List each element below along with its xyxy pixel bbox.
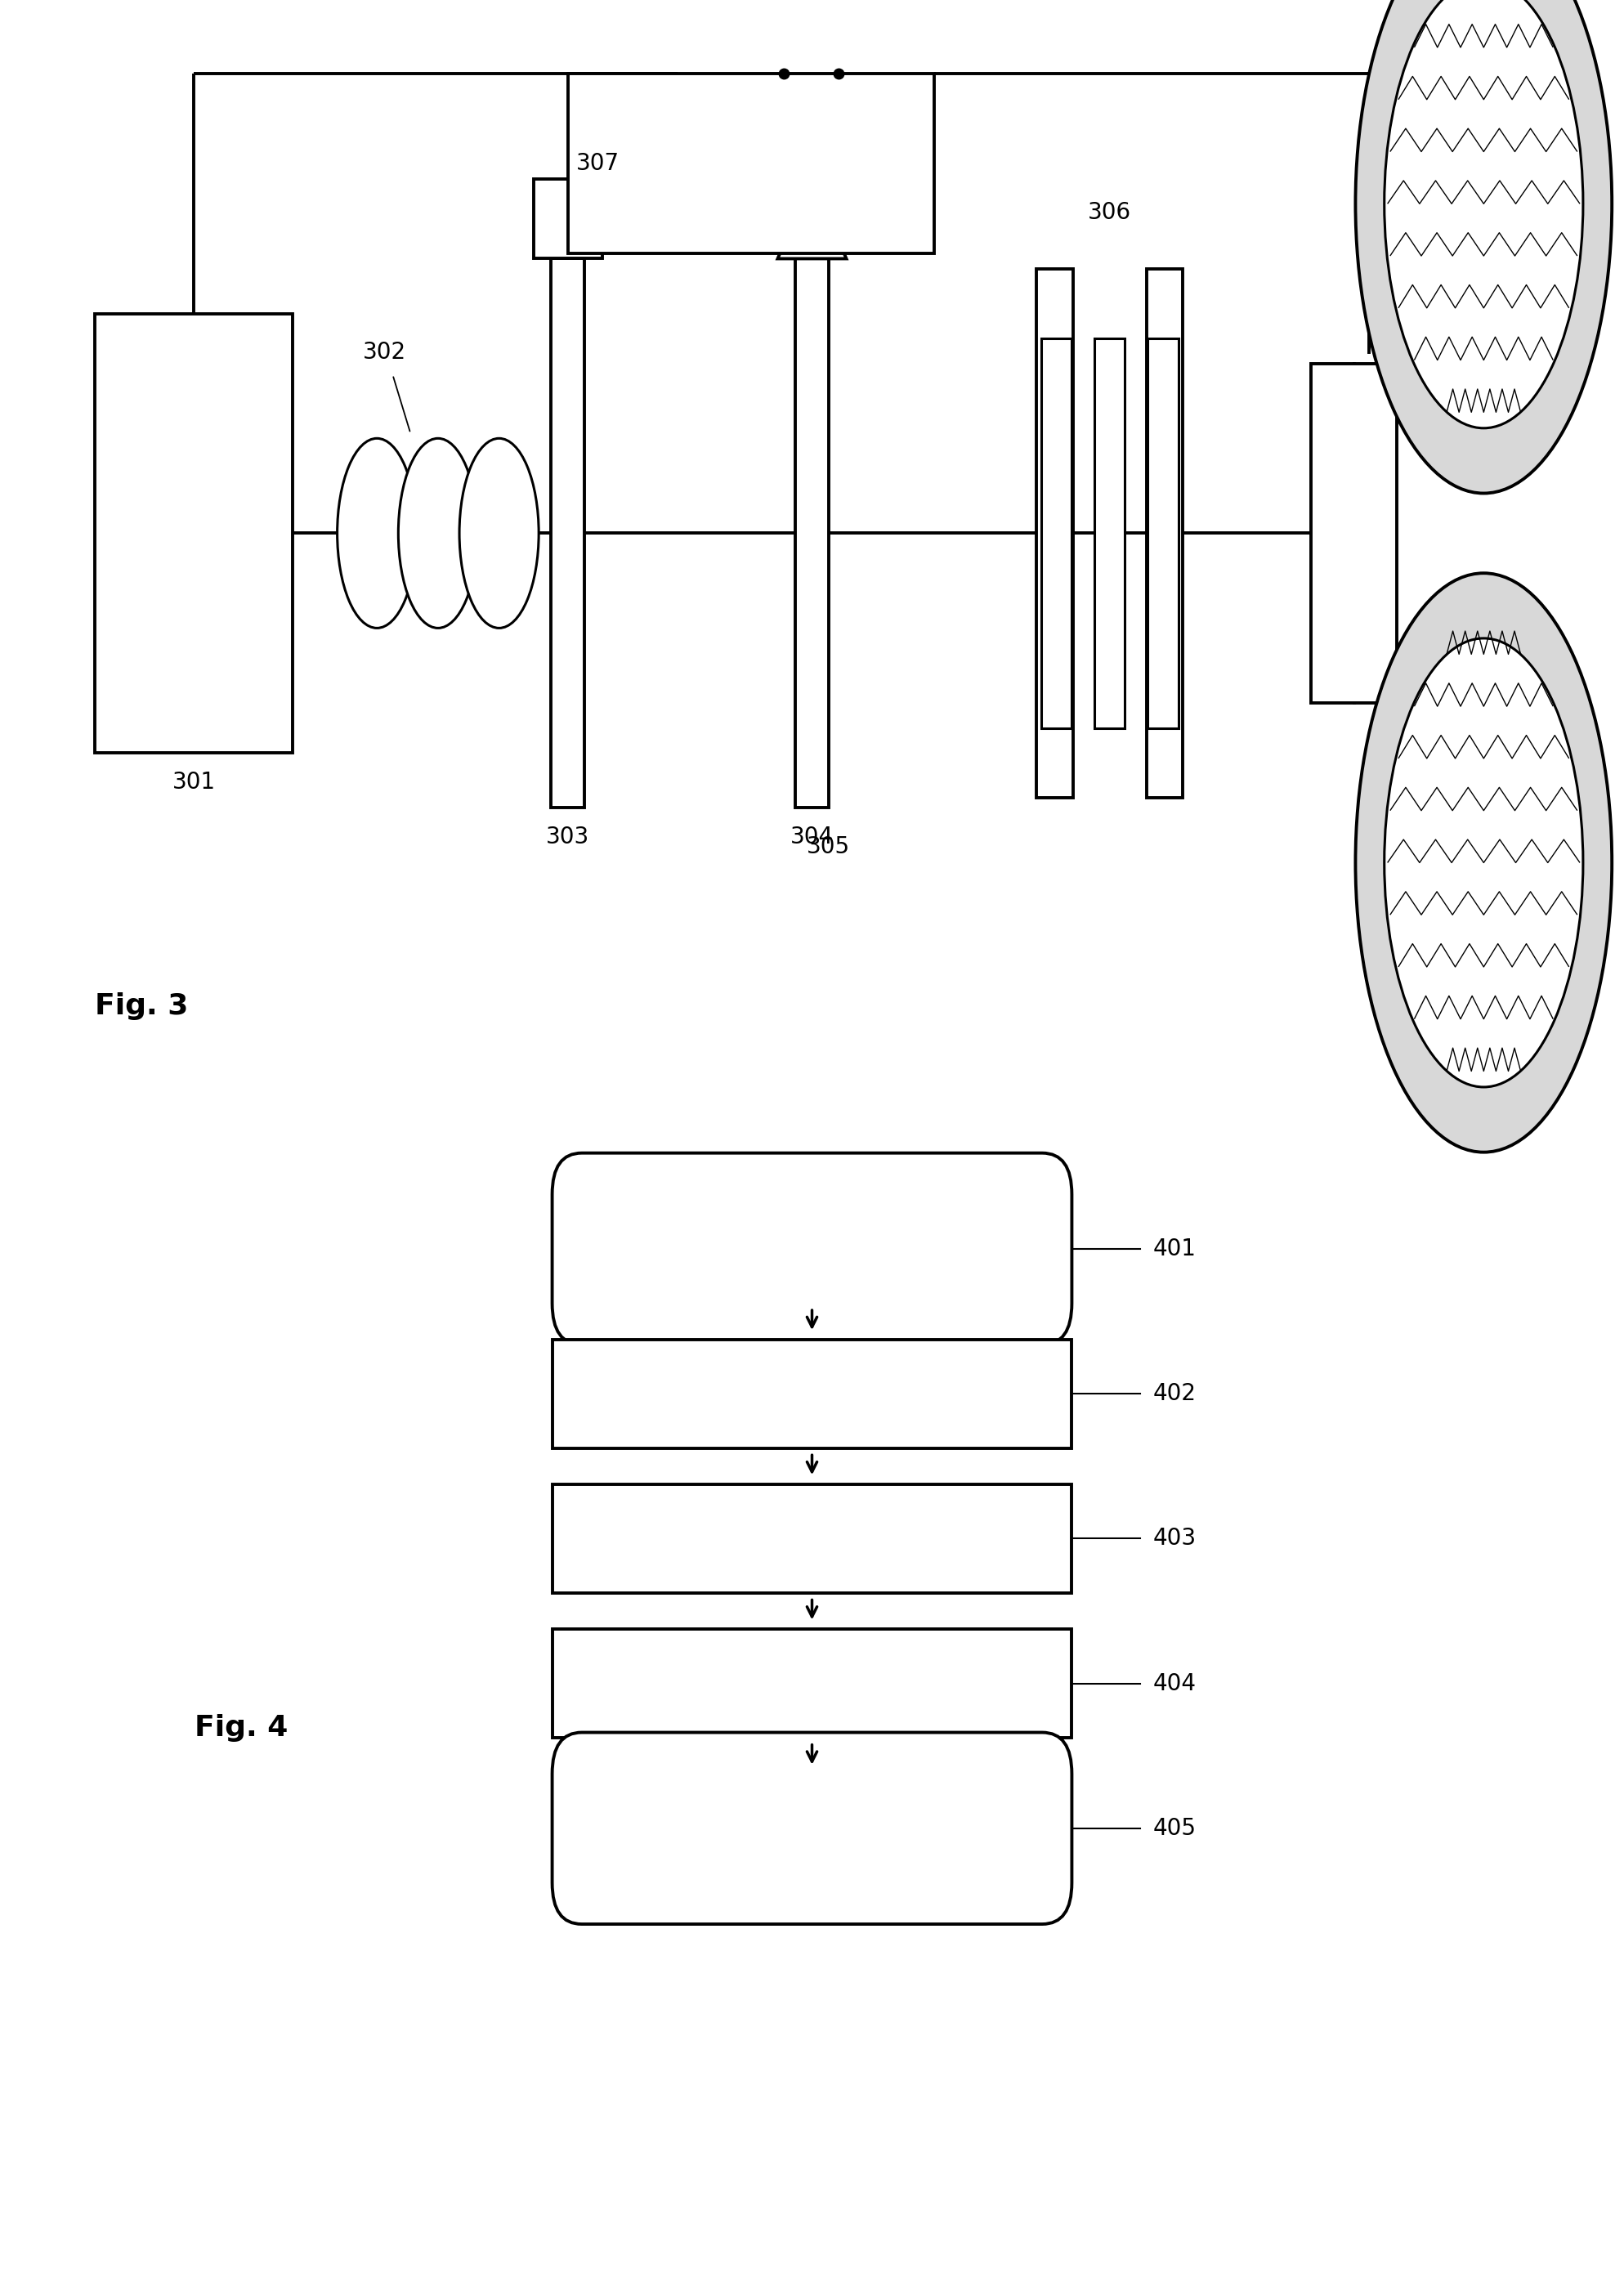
Bar bbox=[1095, 338, 1125, 728]
Polygon shape bbox=[778, 179, 846, 259]
Bar bbox=[552, 1629, 1072, 1738]
Ellipse shape bbox=[460, 438, 539, 629]
Text: Fig. 3: Fig. 3 bbox=[94, 992, 188, 1021]
Bar bbox=[94, 313, 292, 753]
Text: 302: 302 bbox=[362, 340, 406, 363]
Bar bbox=[552, 1339, 1072, 1448]
Ellipse shape bbox=[1384, 638, 1583, 1087]
Bar bbox=[1036, 268, 1073, 799]
Text: 401: 401 bbox=[1153, 1237, 1197, 1259]
Bar bbox=[568, 75, 934, 254]
FancyBboxPatch shape bbox=[552, 1153, 1072, 1346]
Ellipse shape bbox=[338, 438, 417, 629]
Ellipse shape bbox=[1384, 0, 1583, 429]
Text: 405: 405 bbox=[1153, 1817, 1197, 1840]
Bar bbox=[1147, 268, 1182, 799]
Text: 305: 305 bbox=[807, 835, 849, 858]
Bar bbox=[1148, 338, 1179, 728]
Text: 306: 306 bbox=[1088, 202, 1132, 225]
Text: 304: 304 bbox=[791, 826, 833, 849]
Text: 307: 307 bbox=[577, 152, 619, 175]
Ellipse shape bbox=[1356, 574, 1613, 1153]
Ellipse shape bbox=[1356, 0, 1613, 492]
Text: Fig. 4: Fig. 4 bbox=[195, 1713, 289, 1743]
Bar bbox=[796, 259, 828, 808]
FancyBboxPatch shape bbox=[552, 1734, 1072, 1924]
Bar bbox=[552, 1484, 1072, 1593]
Text: 404: 404 bbox=[1153, 1672, 1197, 1695]
Bar bbox=[551, 259, 585, 808]
Bar bbox=[533, 179, 603, 259]
Text: 303: 303 bbox=[546, 826, 590, 849]
Text: 402: 402 bbox=[1153, 1382, 1197, 1405]
Bar bbox=[1041, 338, 1072, 728]
Ellipse shape bbox=[398, 438, 477, 629]
Text: 301: 301 bbox=[172, 771, 216, 794]
Bar bbox=[1311, 363, 1397, 703]
Text: 403: 403 bbox=[1153, 1527, 1197, 1550]
